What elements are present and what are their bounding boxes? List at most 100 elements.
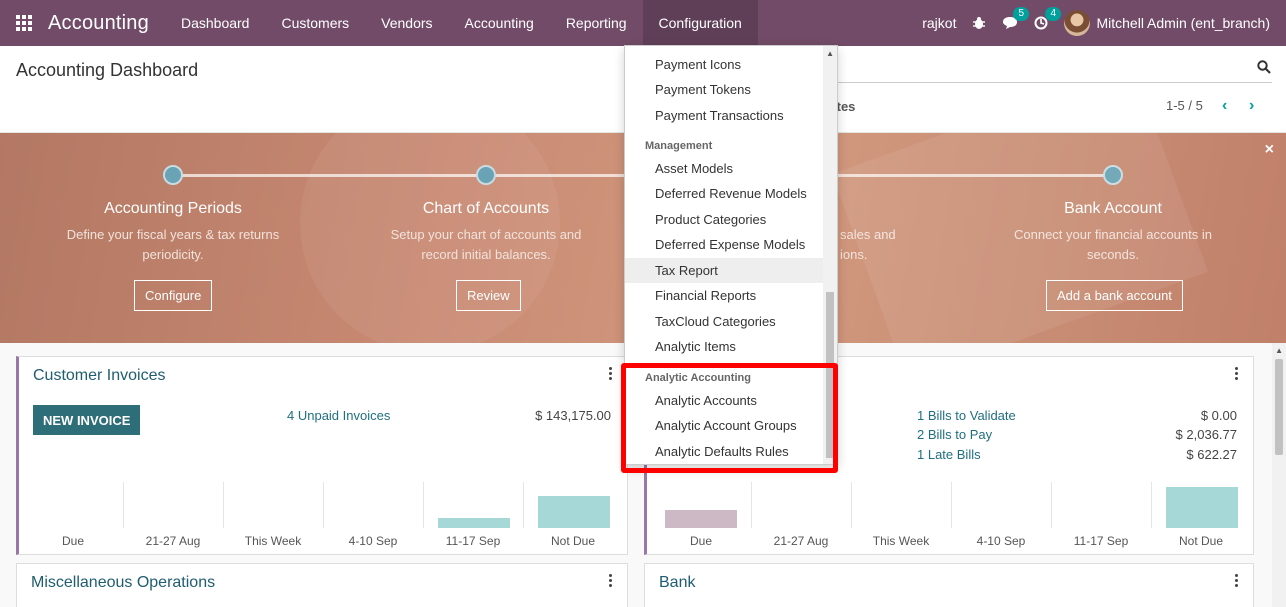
card-options-icon[interactable] — [1235, 367, 1239, 382]
new-invoice-button[interactable]: NEW INVOICE — [33, 405, 141, 435]
configure-button[interactable]: Configure — [134, 280, 213, 311]
card-title[interactable]: Bank — [659, 574, 696, 591]
dd-tax-report[interactable]: Tax Report — [625, 258, 823, 283]
dd-header-analytic-accounting: Analytic Accounting — [645, 372, 751, 384]
dd-product-categories[interactable]: Product Categories — [655, 212, 767, 227]
pager-value[interactable]: 1-5 / 5 — [1166, 98, 1203, 113]
scrollbar-thumb[interactable] — [1275, 359, 1283, 455]
chart-label: 11-17 Sep — [445, 534, 501, 548]
chart-column — [651, 482, 751, 528]
scroll-up-icon[interactable]: ▲ — [826, 49, 834, 58]
step-dot — [163, 165, 183, 185]
close-icon[interactable]: × — [1264, 141, 1274, 158]
page-scrollbar[interactable]: ▲ — [1272, 343, 1286, 607]
pager-next-icon[interactable]: › — [1249, 97, 1255, 114]
avatar — [1064, 10, 1091, 36]
menu-vendors[interactable]: Vendors — [381, 15, 433, 31]
chart-label: This Week — [244, 534, 302, 548]
dd-analytic-account-groups[interactable]: Analytic Account Groups — [655, 418, 797, 433]
chart-bar[interactable] — [665, 510, 737, 528]
card-options-icon[interactable] — [609, 574, 613, 589]
dd-analytic-defaults-rules[interactable]: Analytic Defaults Rules — [655, 444, 789, 459]
chart-label: 4-10 Sep — [348, 534, 398, 548]
company-switcher[interactable]: rajkot — [922, 15, 957, 31]
chart-label: Due — [689, 534, 712, 548]
chart-column — [123, 482, 223, 528]
dd-taxcloud-categories[interactable]: TaxCloud Categories — [655, 314, 776, 329]
chart-column — [23, 482, 123, 528]
dd-payment-tokens[interactable]: Payment Tokens — [655, 82, 751, 97]
customer-invoices-card: Customer Invoices NEW INVOICE 4 Unpaid I… — [16, 356, 628, 555]
chart-column — [751, 482, 851, 528]
menu-customers[interactable]: Customers — [281, 15, 350, 31]
review-button[interactable]: Review — [456, 280, 521, 311]
dropdown-scrollbar-thumb[interactable] — [826, 292, 834, 458]
dd-payment-icons[interactable]: Payment Icons — [655, 57, 741, 72]
invoices-chart[interactable]: Due 21-27 Aug This Week 4-10 Sep 11-17 Sep No… — [23, 478, 623, 548]
chart-label: This Week — [872, 534, 930, 548]
chart-bar[interactable] — [538, 496, 610, 528]
apps-menu-icon[interactable] — [0, 0, 48, 46]
chart-bar[interactable] — [1166, 487, 1238, 528]
dd-asset-models[interactable]: Asset Models — [655, 161, 734, 176]
chart-label: 21-27 Aug — [773, 534, 829, 548]
page-title: Accounting Dashboard — [16, 60, 199, 80]
step-title: Chart of Accounts — [422, 200, 550, 217]
dd-deferred-revenue-models[interactable]: Deferred Revenue Models — [655, 186, 807, 201]
scroll-up-icon[interactable]: ▲ — [1275, 346, 1283, 355]
bank-card: Bank — [644, 563, 1254, 607]
chart-label: 4-10 Sep — [976, 534, 1026, 548]
bills-to-validate-amount: $ 0.00 — [1200, 408, 1237, 423]
step-description: sales and ions. — [840, 227, 896, 262]
step-description: Define your fiscal years & tax returns pe… — [66, 227, 280, 262]
search-icon[interactable] — [1257, 60, 1271, 74]
chart-column — [423, 482, 523, 528]
dd-analytic-accounts[interactable]: Analytic Accounts — [655, 393, 757, 408]
chart-label: Not Due — [550, 534, 596, 548]
card-title[interactable]: Miscellaneous Operations — [31, 574, 216, 591]
card-title[interactable]: Customer Invoices — [33, 367, 166, 384]
chart-column — [1151, 482, 1251, 528]
configuration-dropdown: Payment Icons Payment Tokens Payment Tra… — [624, 45, 838, 465]
chart-column — [1051, 482, 1151, 528]
pager-prev-icon[interactable]: ‹ — [1222, 97, 1228, 114]
step-title: Accounting Periods — [104, 200, 242, 217]
app-brand[interactable]: Accounting — [48, 11, 149, 34]
card-options-icon[interactable] — [1235, 574, 1239, 589]
systray: rajkot 5 4 Mitchell Admin (ent_branch) — [922, 0, 1286, 46]
step-dot — [476, 165, 496, 185]
unpaid-invoices-link[interactable]: 4 Unpaid Invoices — [287, 408, 391, 423]
bills-chart[interactable]: Due 21-27 Aug This Week 4-10 Sep 11-17 Sep No… — [651, 478, 1251, 548]
user-menu[interactable]: Mitchell Admin (ent_branch) — [1064, 10, 1270, 36]
activities-icon[interactable]: 4 — [1034, 7, 1062, 30]
search-input[interactable] — [830, 82, 1272, 83]
main-menu: Dashboard Customers Vendors Accounting R… — [165, 0, 758, 46]
chart-column — [951, 482, 1051, 528]
chart-column — [523, 482, 623, 528]
dd-payment-transactions[interactable]: Payment Transactions — [655, 108, 784, 123]
chart-label: 11-17 Sep — [1073, 534, 1129, 548]
bills-to-pay-amount: $ 2,036.77 — [1175, 427, 1237, 442]
chart-label: Due — [61, 534, 84, 548]
menu-reporting[interactable]: Reporting — [565, 15, 627, 31]
messages-badge: 5 — [1013, 7, 1030, 21]
late-bills-link[interactable]: 1 Late Bills — [917, 447, 981, 462]
dd-financial-reports[interactable]: Financial Reports — [655, 288, 757, 303]
bills-to-pay-link[interactable]: 2 Bills to Pay — [917, 427, 993, 442]
dd-analytic-items[interactable]: Analytic Items — [655, 339, 736, 354]
user-name: Mitchell Admin (ent_branch) — [1096, 15, 1270, 31]
card-options-icon[interactable] — [609, 367, 613, 382]
menu-dashboard[interactable]: Dashboard — [180, 15, 250, 31]
chart-bar[interactable] — [438, 518, 510, 528]
dd-deferred-expense-models[interactable]: Deferred Expense Models — [655, 237, 806, 252]
top-navbar: Accounting Dashboard Customers Vendors A… — [0, 0, 1286, 46]
step-description: Setup your chart of accounts and record i… — [390, 227, 582, 262]
debug-bug-icon[interactable] — [972, 16, 986, 30]
bills-to-validate-link[interactable]: 1 Bills to Validate — [917, 408, 1016, 423]
menu-configuration[interactable]: Configuration — [642, 0, 758, 46]
menu-accounting[interactable]: Accounting — [464, 15, 534, 31]
unpaid-amount: $ 143,175.00 — [535, 408, 611, 423]
add-bank-account-button[interactable]: Add a bank account — [1046, 280, 1183, 311]
dd-header-management: Management — [645, 140, 713, 152]
messages-icon[interactable]: 5 — [1002, 7, 1030, 30]
